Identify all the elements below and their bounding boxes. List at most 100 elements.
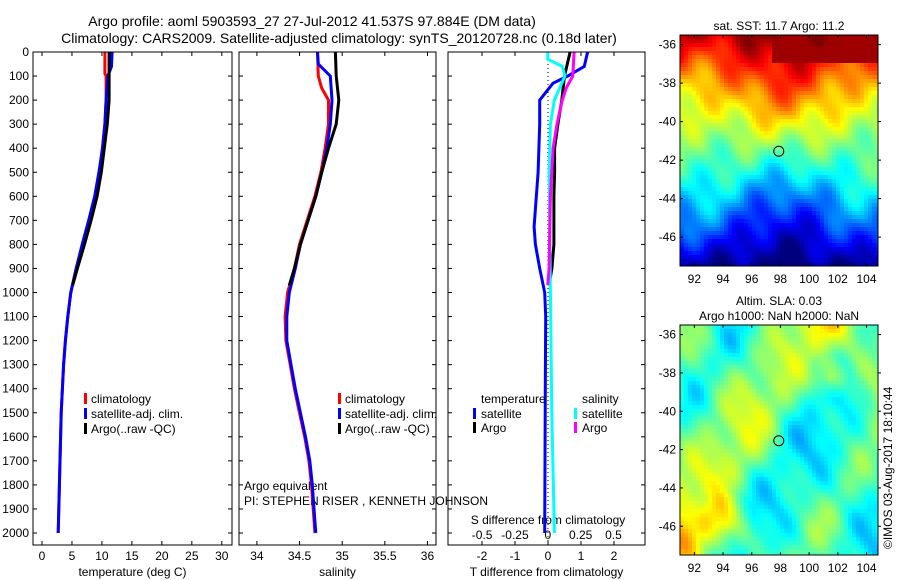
lon-tick-label: 102 (828, 561, 848, 575)
lon-tick-label: 102 (828, 272, 848, 286)
legend-swatch (84, 423, 87, 434)
lon-tick-label: 94 (716, 272, 730, 286)
y-tick-label: 1900 (2, 502, 29, 516)
y-tick-label: 300 (9, 117, 29, 131)
x-tick-label: 0 (545, 549, 552, 563)
y-tick-label: 1300 (2, 358, 29, 372)
x2-tick-label: -0.5 (472, 528, 493, 542)
legend-label: Argo (481, 421, 507, 435)
y-tick-label: 1700 (2, 454, 29, 468)
y-tick-label: 2000 (2, 526, 29, 540)
x-tick-label: 20 (155, 549, 169, 563)
legend-label: satellite-adj. clim. (345, 407, 437, 421)
plot-frame (238, 51, 437, 546)
lon-tick-label: 94 (716, 561, 730, 575)
argo-position-marker (773, 435, 785, 447)
legend-swatch (338, 423, 341, 434)
series-line-argo-raw-qc- (71, 52, 111, 286)
legend-label: climatology (91, 392, 151, 406)
x-tick-label: 34 (250, 549, 264, 563)
y-tick-label: 1100 (3, 310, 29, 324)
map-frame (679, 324, 879, 556)
y-tick-label: 1200 (2, 334, 29, 348)
lon-tick-label: 100 (799, 272, 819, 286)
lon-tick-label: 96 (745, 561, 759, 575)
lat-tick-label: -36 (659, 328, 677, 342)
legend-swatch (473, 408, 476, 419)
legend-swatch (574, 408, 577, 419)
x-tick-label: 0 (39, 549, 46, 563)
y-tick-label: 100 (9, 69, 29, 83)
x-axis-label: salinity (319, 565, 356, 579)
series-line-argo-raw-qc- (287, 51, 341, 286)
lon-tick-label: 104 (857, 272, 877, 286)
x-tick-label: 25 (185, 549, 199, 563)
map-title: sat. SST: 11.7 Argo: 11.2 (714, 19, 845, 33)
legend-swatch (574, 422, 577, 433)
lon-tick-label: 92 (688, 561, 702, 575)
x-tick-label: 35 (336, 549, 350, 563)
plot-frame (32, 51, 233, 546)
plot-frame (447, 51, 646, 546)
x-tick-label: 5 (69, 549, 76, 563)
x-tick-label: 15 (125, 549, 139, 563)
y-tick-label: 1600 (2, 430, 29, 444)
x-tick-label: -1 (510, 549, 521, 563)
lon-tick-label: 100 (799, 561, 819, 575)
y-tick-label: 500 (9, 165, 29, 179)
x-tick-label: 36 (421, 549, 435, 563)
lat-tick-label: -46 (659, 230, 677, 244)
sla-map-image (680, 325, 878, 555)
lat-tick-label: -44 (659, 481, 677, 495)
x2-tick-label: -0.25 (501, 528, 529, 542)
lat-tick-label: -38 (659, 76, 677, 90)
lat-tick-label: -44 (659, 192, 677, 206)
x-tick-label: 1 (578, 549, 585, 563)
lat-tick-label: -42 (659, 443, 677, 457)
x-tick-label: -2 (477, 549, 488, 563)
lat-tick-label: -46 (659, 519, 677, 533)
lat-tick-label: -42 (659, 153, 677, 167)
lat-tick-label: -40 (659, 115, 677, 129)
y-tick-label: 1400 (2, 382, 29, 396)
y-tick-label: 800 (9, 237, 29, 251)
series-line-s-satellite (546, 52, 567, 534)
map-title: Argo h1000: NaN h2000: NaN (699, 309, 859, 323)
panel-temperature: 0100200300400500600700800900100011001200… (2, 45, 233, 579)
y-tick-label: 1000 (2, 286, 29, 300)
argo-position-marker (773, 145, 785, 157)
lon-tick-label: 96 (745, 272, 759, 286)
legend-label: satellite (481, 407, 522, 421)
lon-tick-label: 104 (857, 561, 877, 575)
x-tick-label: 30 (215, 549, 229, 563)
y-tick-label: 200 (9, 93, 29, 107)
map-sst: sat. SST: 11.7 Argo: 11.2 92 94 96 98 100 102 1… (659, 19, 881, 286)
y-tick-label: 700 (9, 213, 29, 227)
map-frame (679, 34, 879, 267)
legend-swatch (338, 408, 341, 419)
legend-header: temperature (481, 392, 546, 406)
legend-swatch (84, 393, 87, 404)
y-tick-label: 1500 (2, 406, 29, 420)
x-tick-label: 2 (611, 549, 618, 563)
lat-tick-label: -40 (659, 404, 677, 418)
legend-label: Argo (582, 421, 608, 435)
x2-tick-label: 0.5 (605, 528, 622, 542)
legend-swatch (84, 408, 87, 419)
series-line-t-argo (547, 51, 572, 286)
x-axis-label: temperature (deg C) (78, 565, 186, 579)
figure-title-line1: Argo profile: aoml 5903593_27 27-Jul-201… (88, 13, 536, 29)
figure-title-line2: Climatology: CARS2009. Satellite-adjuste… (61, 30, 617, 46)
legend-label: satellite (582, 407, 623, 421)
legend-swatch (338, 393, 341, 404)
lon-tick-label: 92 (688, 272, 702, 286)
lat-tick-label: -36 (659, 38, 677, 52)
y-tick-label: 0 (22, 45, 29, 59)
lon-tick-label: 98 (774, 272, 788, 286)
x2-tick-label: 0 (544, 528, 551, 542)
pi-label: PI: STEPHEN RISER , KENNETH JOHNSON (244, 494, 488, 508)
y-tick-label: 900 (9, 261, 29, 275)
